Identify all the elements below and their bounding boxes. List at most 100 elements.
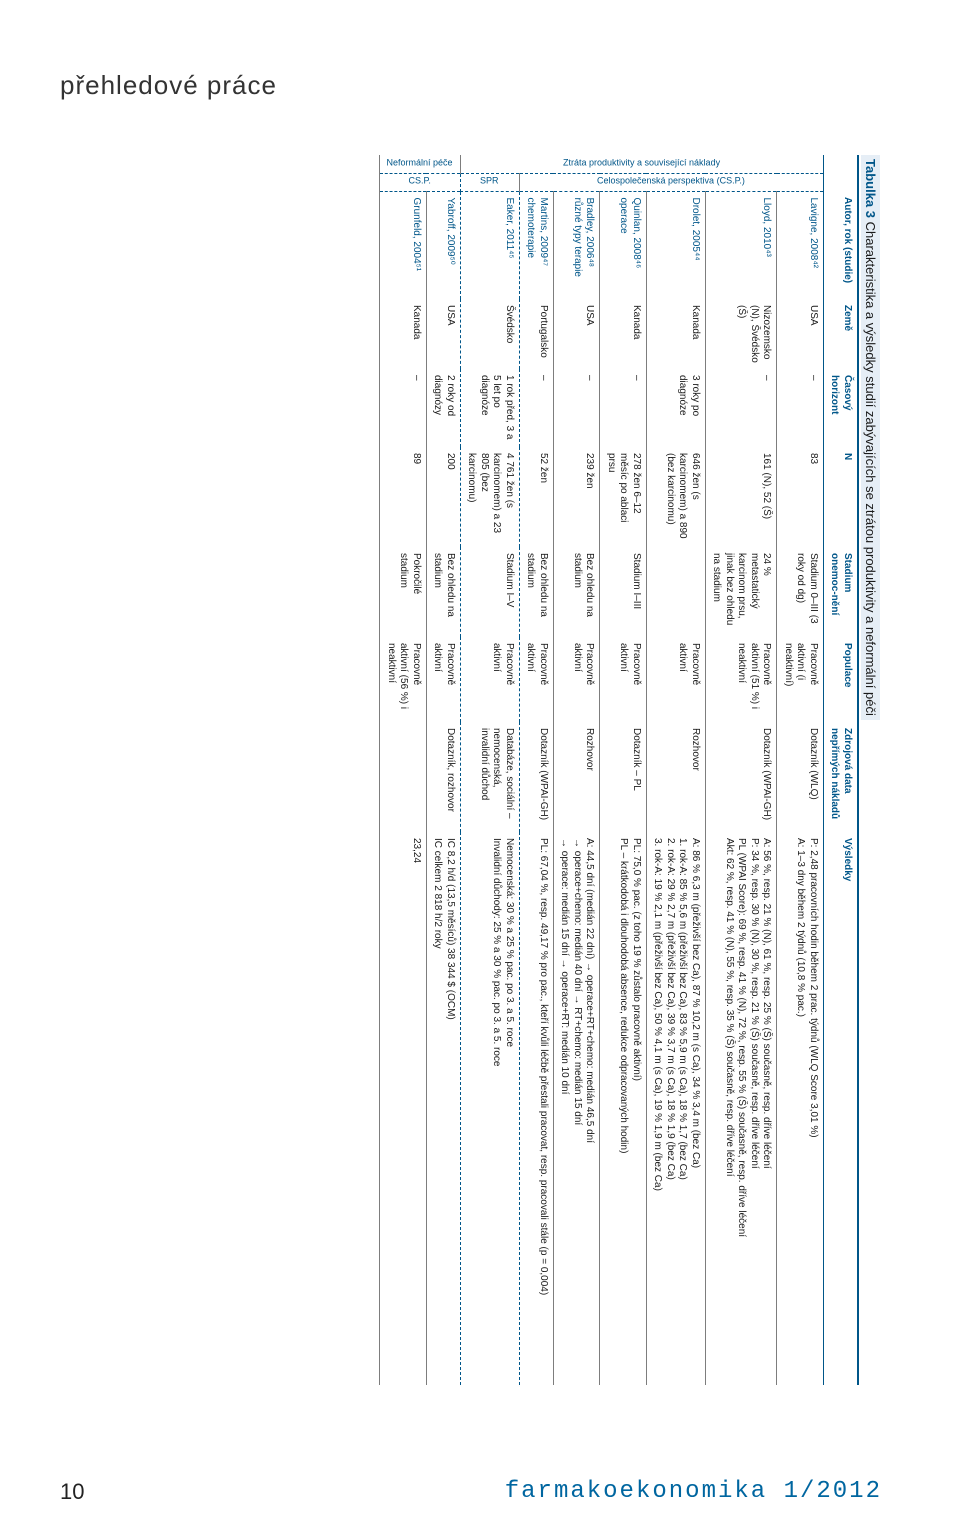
side-col-2-header <box>824 173 859 191</box>
cell-n: 83 <box>777 447 824 547</box>
cell-country: USA <box>554 299 601 369</box>
cell-src: Databáze, sociální – nemocenská, invalid… <box>461 722 520 832</box>
cell-stage: 24 % metastatický karcinom prsu, jinak b… <box>706 547 778 637</box>
cell-n: 278 žen 6–12 měsíc po ablaci prsu <box>600 447 647 547</box>
table-row: Grunfeld, 2004⁵¹ Kanada – 89 Pokročilé s… <box>380 155 427 1385</box>
cell-stage <box>647 547 706 637</box>
cell-stage: Stadium I–III <box>600 547 647 637</box>
cell-time: 1 rok před, 3 a 5 let po diagnóze <box>461 369 520 447</box>
cell-src: Dotazník (WPAI-GH) <box>520 722 554 832</box>
col-n: N <box>824 447 859 547</box>
cell-time: 2 roky od diagnózy <box>427 369 461 447</box>
journal-footer: farmakoekonomika 1/2012 <box>505 1478 882 1505</box>
rotated-content: Tabulka 3 Charakteristika a výsledky stu… <box>60 155 880 1385</box>
cell-pop: Pracovně aktivní <box>554 637 601 722</box>
cell-country: Portugalsko <box>520 299 554 369</box>
cell-time: – <box>380 369 427 447</box>
cell-study: Quinlan, 2008⁴⁶operace <box>600 191 647 299</box>
cell-src: Rozhovor <box>647 722 706 832</box>
cell-country: USA <box>427 299 461 369</box>
cell-stage: Stadium 0–III (3 roky od dg) <box>777 547 824 637</box>
cell-stage: Stadium I–V <box>461 547 520 637</box>
cell-res: P: 2,48 pracovních hodin během 2 prac. t… <box>777 832 824 1385</box>
table-row: Bradley, 2006⁴⁸různé typy terapie USA – … <box>554 155 601 1385</box>
cell-src <box>380 722 427 832</box>
cell-stage: Pokročilé stadium <box>380 547 427 637</box>
side-inner-csp: Celospolečenská perspektiva (CS.P.) <box>520 173 824 191</box>
table-row: SPR Eaker, 2011⁴⁵ Švédsko 1 rok před, 3 … <box>461 155 520 1385</box>
cell-res: A: 56 %, resp. 21 % (N), 61 %, resp. 25 … <box>706 832 778 1385</box>
section-title: přehledové práce <box>60 70 277 101</box>
cell-pop: Pracovně aktivní <box>461 637 520 722</box>
cell-res: A: 44,5 dní (medián 22 dní) → operace+RT… <box>554 832 601 1385</box>
cell-n: 646 žen (s karcinomem) a 890 (bez karcin… <box>647 447 706 547</box>
table-caption-text: Charakteristika a výsledky studií zabýva… <box>863 218 878 716</box>
cell-study: Yabroff, 2009⁵⁰ <box>427 191 461 299</box>
col-res: Výsledky <box>824 832 859 1385</box>
cell-study: Lavigne, 2008⁴² <box>777 191 824 299</box>
cell-study: Grunfeld, 2004⁵¹ <box>380 191 427 299</box>
cell-study: Drolet, 2005⁴⁴ <box>647 191 706 299</box>
cell-res: Nemocenská: 30 % a 25 % pac. po 3. a 5. … <box>461 832 520 1385</box>
cell-res: A: 86 % 6,3 m (přeživší bez Ca), 87 % 10… <box>647 832 706 1385</box>
cell-country: USA <box>777 299 824 369</box>
table-row: Lloyd, 2010⁴³ Nizozemsko (N), Švédsko (Š… <box>706 155 778 1385</box>
cell-country: Kanada <box>600 299 647 369</box>
cell-pop: Pracovně aktivní <box>427 637 461 722</box>
cell-n: 200 <box>427 447 461 547</box>
cell-time: – <box>600 369 647 447</box>
table-caption: Tabulka 3 Charakteristika a výsledky stu… <box>861 155 880 720</box>
col-stage: Stadium onemoc-nění <box>824 547 859 637</box>
study-table: Autor, rok (studie) Země Časový horizont… <box>380 155 860 1385</box>
col-pop: Populace <box>824 637 859 722</box>
cell-src: Dotazník (WLQ) <box>777 722 824 832</box>
page-number: 10 <box>60 1479 84 1505</box>
cell-stage: Bez ohledu na stadium <box>520 547 554 637</box>
col-src: Zdrojová data nepřímých nákladů <box>824 722 859 832</box>
cell-res: IC 8,2 h/d (13,5 měsíců) 38 344 $ (OCM)I… <box>427 832 461 1385</box>
table-header-row: Autor, rok (studie) Země Časový horizont… <box>824 155 859 1385</box>
cell-time: 3 roky po diagnóze <box>647 369 706 447</box>
cell-pop: Pracovně aktivní <box>647 637 706 722</box>
side-outer-neformal: Neformální péče <box>380 155 461 173</box>
side-inner-spr: SPR <box>461 173 520 191</box>
cell-n: 239 žen <box>554 447 601 547</box>
cell-n: 4 761 žen (s karcinomem) a 23 805 (bez k… <box>461 447 520 547</box>
col-country: Země <box>824 299 859 369</box>
col-time: Časový horizont <box>824 369 859 447</box>
cell-n: 52 žen <box>520 447 554 547</box>
cell-time: – <box>554 369 601 447</box>
side-col-1-header <box>824 155 859 173</box>
cell-n: 161 (N), 52 (Š) <box>706 447 778 547</box>
cell-res: PL: 75,0 % pac. (z toho 19 % zůstalo pra… <box>600 832 647 1385</box>
cell-stage: Bez ohledu na stadium <box>554 547 601 637</box>
cell-time: – <box>520 369 554 447</box>
cell-src: Dotazník, rozhovor <box>427 722 461 832</box>
side-outer-ztrata: Ztráta produktivity a související náklad… <box>461 155 824 173</box>
cell-pop: Pracovně aktivní (51 %) i neaktivní <box>706 637 778 722</box>
cell-stage: Bez ohledu na stadium <box>427 547 461 637</box>
side-inner-csp2: CS.P. <box>380 173 461 191</box>
table-row: Neformální péče CS.P. Yabroff, 2009⁵⁰ US… <box>427 155 461 1385</box>
cell-pop: Pracovně aktivní (i neaktivní) <box>777 637 824 722</box>
table-row: Martins, 2009⁴⁷chemoterapie Portugalsko … <box>520 155 554 1385</box>
cell-country: Švédsko <box>461 299 520 369</box>
cell-res: 23,24 <box>380 832 427 1385</box>
cell-pop: Pracovně aktivní <box>600 637 647 722</box>
cell-study: Eaker, 2011⁴⁵ <box>461 191 520 299</box>
cell-study: Bradley, 2006⁴⁸různé typy terapie <box>554 191 601 299</box>
cell-country: Kanada <box>380 299 427 369</box>
cell-pop: Pracovně aktivní (56 %) i neaktivní <box>380 637 427 722</box>
cell-country: Nizozemsko (N), Švédsko (Š) <box>706 299 778 369</box>
col-study: Autor, rok (studie) <box>824 191 859 299</box>
cell-src: Rozhovor <box>554 722 601 832</box>
cell-time: – <box>706 369 778 447</box>
table-caption-number: Tabulka 3 <box>863 159 878 218</box>
cell-n: 89 <box>380 447 427 547</box>
table-row: Quinlan, 2008⁴⁶operace Kanada – 278 žen … <box>600 155 647 1385</box>
table-row: Ztráta produktivity a související náklad… <box>777 155 824 1385</box>
cell-study: Lloyd, 2010⁴³ <box>706 191 778 299</box>
page: přehledové práce Tabulka 3 Charakteristi… <box>0 0 960 1535</box>
cell-time: – <box>777 369 824 447</box>
table-row: Drolet, 2005⁴⁴ Kanada 3 roky po diagnóze… <box>647 155 706 1385</box>
